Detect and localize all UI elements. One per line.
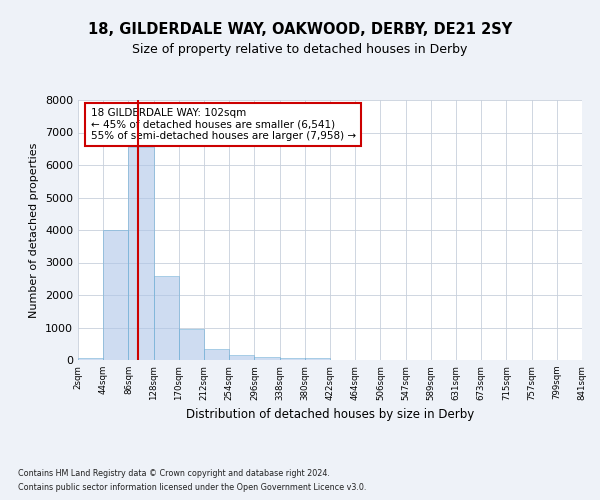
Text: 18 GILDERDALE WAY: 102sqm
← 45% of detached houses are smaller (6,541)
55% of se: 18 GILDERDALE WAY: 102sqm ← 45% of detac… — [91, 108, 356, 141]
Y-axis label: Number of detached properties: Number of detached properties — [29, 142, 40, 318]
Text: 18, GILDERDALE WAY, OAKWOOD, DERBY, DE21 2SY: 18, GILDERDALE WAY, OAKWOOD, DERBY, DE21… — [88, 22, 512, 38]
Bar — [179, 329, 204, 360]
Bar — [229, 356, 254, 360]
Bar — [78, 358, 103, 360]
Bar — [254, 357, 280, 360]
Bar — [128, 147, 154, 360]
Bar — [204, 350, 229, 360]
Bar — [305, 358, 330, 360]
Text: Contains HM Land Registry data © Crown copyright and database right 2024.: Contains HM Land Registry data © Crown c… — [18, 468, 330, 477]
Text: Size of property relative to detached houses in Derby: Size of property relative to detached ho… — [133, 42, 467, 56]
Bar — [154, 276, 179, 360]
Text: Contains public sector information licensed under the Open Government Licence v3: Contains public sector information licen… — [18, 484, 367, 492]
X-axis label: Distribution of detached houses by size in Derby: Distribution of detached houses by size … — [186, 408, 474, 421]
Bar — [103, 230, 128, 360]
Bar — [280, 358, 305, 360]
